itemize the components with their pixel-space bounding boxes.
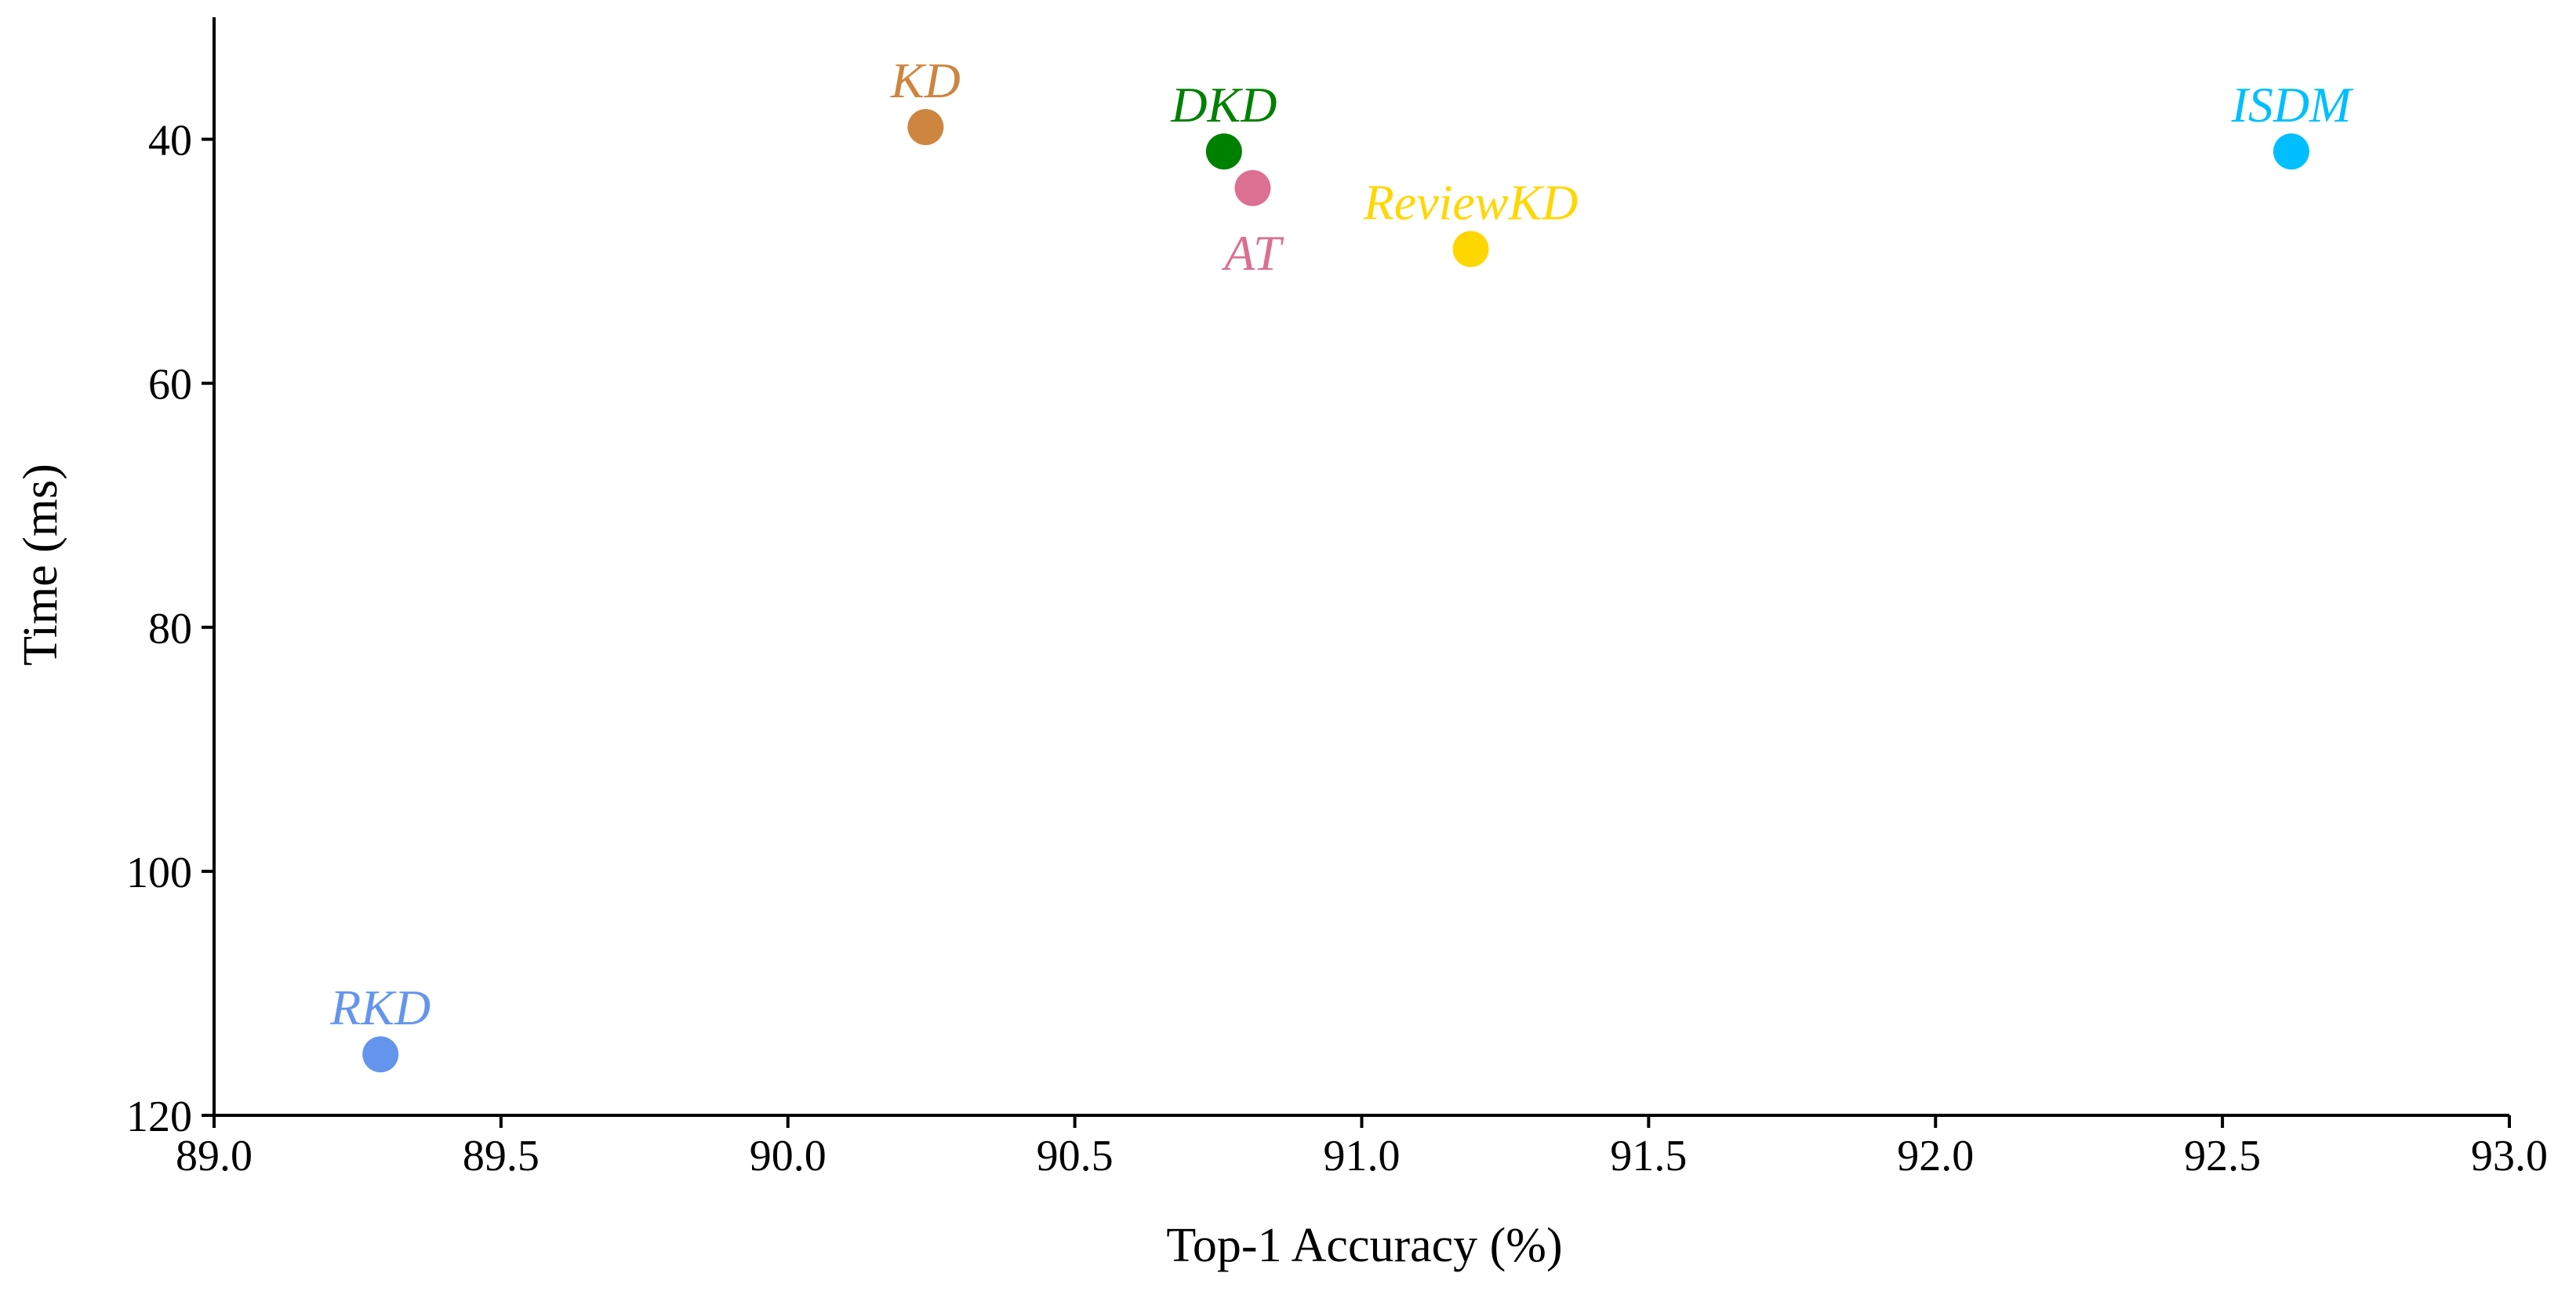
plot-area: 89.0 89.5 90.0 90.5 91.0 91.5 92.0 92.5 93.0 40 60…: [126, 17, 2548, 1180]
x-tick-label: 91.5: [1610, 1132, 1687, 1180]
point-label-isdm: ISDM: [2231, 77, 2355, 133]
x-tick-label: 93.0: [2471, 1132, 2548, 1180]
point-kd: [907, 109, 944, 145]
point-reviewkd: [1452, 231, 1489, 267]
x-tick-label: 90.0: [750, 1132, 827, 1180]
y-tick-label: 60: [148, 361, 192, 409]
point-label-dkd: DKD: [1170, 77, 1277, 133]
x-tick-label: 91.0: [1324, 1132, 1401, 1180]
x-tick-label: 89.0: [176, 1132, 253, 1180]
y-tick-label: 120: [126, 1093, 192, 1141]
point-label-kd: KD: [890, 53, 961, 108]
point-at: [1234, 169, 1271, 206]
y-tick-label: 80: [148, 605, 192, 653]
point-label-reviewkd: ReviewKD: [1363, 175, 1579, 231]
y-tick-label: 100: [126, 849, 192, 897]
point-label-at: AT: [1221, 225, 1284, 281]
point-isdm: [2273, 133, 2309, 170]
x-tick-label: 90.5: [1037, 1132, 1114, 1180]
x-tick-label: 89.5: [463, 1132, 540, 1180]
y-tick-label: 40: [148, 117, 192, 165]
x-tick-label: 92.5: [2184, 1132, 2261, 1180]
y-axis-label: Time (ms): [14, 464, 67, 666]
point-label-rkd: RKD: [329, 980, 431, 1035]
point-rkd: [362, 1036, 399, 1073]
x-tick-label: 92.0: [1897, 1132, 1974, 1180]
point-dkd: [1205, 133, 1242, 170]
x-axis-label: Top-1 Accuracy (%): [1166, 1219, 1562, 1272]
